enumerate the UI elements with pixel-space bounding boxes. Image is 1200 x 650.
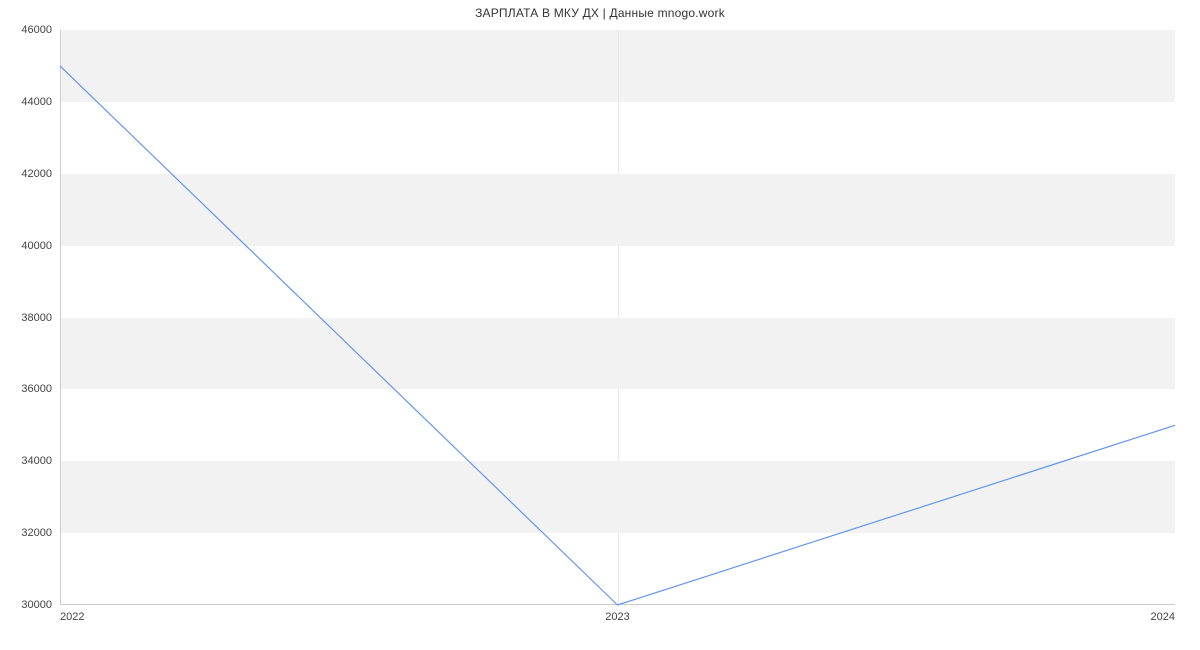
y-tick-label: 36000 [21, 383, 52, 395]
y-tick-label: 46000 [21, 24, 52, 36]
y-tick-label: 30000 [21, 599, 52, 611]
series-line-salary [60, 66, 1175, 605]
y-tick-label: 32000 [21, 527, 52, 539]
plot-area: 3000032000340003600038000400004200044000… [60, 30, 1175, 605]
y-tick-label: 44000 [21, 96, 52, 108]
salary-chart: ЗАРПЛАТА В МКУ ДХ | Данные mnogo.work 30… [0, 0, 1200, 650]
x-tick-label: 2023 [605, 611, 629, 623]
y-tick-label: 34000 [21, 455, 52, 467]
x-tick-label: 2024 [1151, 611, 1175, 623]
series-layer [60, 30, 1175, 605]
y-tick-label: 38000 [21, 312, 52, 324]
y-tick-label: 42000 [21, 168, 52, 180]
y-tick-label: 40000 [21, 240, 52, 252]
x-tick-label: 2022 [60, 611, 84, 623]
chart-title: ЗАРПЛАТА В МКУ ДХ | Данные mnogo.work [0, 6, 1200, 20]
